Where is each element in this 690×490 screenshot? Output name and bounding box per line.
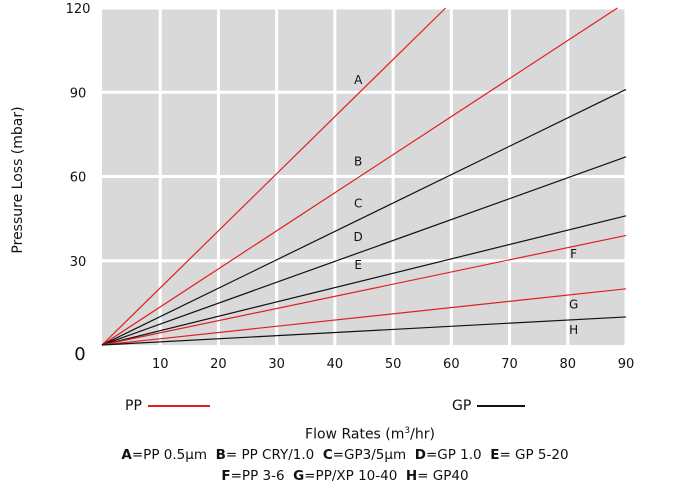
key-letter-a: A <box>121 447 132 463</box>
key-text-e: = GP 5-20 <box>499 447 569 463</box>
key-text-b: = PP CRY/1.0 <box>225 447 323 463</box>
series-lines <box>101 7 627 346</box>
x-tick-label: 20 <box>210 357 227 372</box>
series-line-h <box>101 316 627 346</box>
series-line-b <box>101 7 618 346</box>
series-line-e <box>101 215 627 346</box>
x-axis-label-tail: /hr) <box>410 426 435 443</box>
y-tick-label: 30 <box>70 255 87 270</box>
y-axis-label: Pressure Loss (mbar) <box>10 106 26 253</box>
legend-item-pp: PP <box>125 398 210 414</box>
legend: PP GP <box>0 398 690 418</box>
x-tick-label: 70 <box>501 357 518 372</box>
key-letter-h: H <box>405 468 418 484</box>
legend-swatch-gp <box>477 405 526 407</box>
x-tick-label: 40 <box>327 357 344 372</box>
key-text-g: =PP/XP 10-40 <box>304 468 406 484</box>
series-label-f: F <box>570 247 577 261</box>
key-text-h: = GP40 <box>417 468 469 484</box>
x-tick-label: 90 <box>618 357 635 372</box>
key-text-d: =GP 1.0 <box>425 447 491 463</box>
series-label-c: C <box>354 196 362 210</box>
key-text-f: =PP 3-6 <box>230 468 294 484</box>
chart: A B C DE F GH 10 20 30 40 50 60 70 80 90 30 60 90 120 0 Pr… <box>10 2 635 372</box>
key-text-a: =PP 0.5µm <box>131 447 216 463</box>
key-line-1: A=PP 0.5µm B= PP CRY/1.0 C=GP3/5µm D=GP … <box>0 447 690 463</box>
series-line-d <box>101 156 627 346</box>
series-label-b: B <box>354 154 362 168</box>
series-line-f <box>101 234 627 346</box>
gridlines <box>102 6 628 345</box>
y-tick-label: 60 <box>70 171 87 186</box>
series-label-g: G <box>569 297 578 311</box>
legend-label-gp: GP <box>452 398 472 414</box>
key-letter-b: B <box>215 447 226 463</box>
origin-label: 0 <box>74 344 85 365</box>
axis-ticks: 10 20 30 40 50 60 70 80 90 30 60 90 120 0 <box>66 2 635 372</box>
x-axis-label-text: Flow Rates (m <box>305 426 405 443</box>
x-axis-label: Flow Rates (m3/hr) <box>0 426 690 443</box>
x-tick-label: 80 <box>560 357 577 372</box>
x-tick-label: 60 <box>443 357 460 372</box>
series-label-e: E <box>354 258 362 272</box>
series-line-c <box>101 88 627 346</box>
x-tick-label: 50 <box>385 357 402 372</box>
legend-swatch-pp <box>147 405 210 407</box>
legend-item-gp: GP <box>452 398 526 414</box>
legend-label-pp: PP <box>125 398 142 414</box>
series-line-g <box>101 288 627 346</box>
x-axis-label-sup: 3 <box>404 426 411 436</box>
key-letter-f: F <box>221 468 231 484</box>
series-line-a <box>101 7 447 346</box>
x-tick-label: 30 <box>268 357 285 372</box>
key-letter-g: G <box>293 468 305 484</box>
series-label-h: H <box>569 323 578 337</box>
series-labels: A B C DE F GH <box>354 73 579 337</box>
x-tick-label: 10 <box>152 357 169 372</box>
series-label-d: D <box>354 230 363 244</box>
key-letter-e: E <box>490 447 500 463</box>
series-label-a: A <box>354 73 363 87</box>
key-line-2: F=PP 3-6 G=PP/XP 10-40 H= GP40 <box>0 468 690 484</box>
key-letter-d: D <box>414 447 426 463</box>
key-letter-c: C <box>322 447 333 463</box>
y-tick-label: 120 <box>66 2 91 17</box>
key-text-c: =GP3/5µm <box>332 447 415 463</box>
y-tick-label: 90 <box>70 86 87 101</box>
